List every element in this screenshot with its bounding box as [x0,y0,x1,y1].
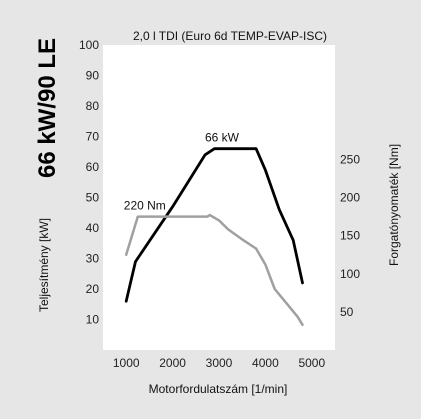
y-axis-left-label: Teljesítmény [kW] [37,218,51,312]
series-layer [124,147,304,327]
x-tick-label: 5000 [298,356,325,370]
x-tick-label: 1000 [113,356,140,370]
chart-title: 2,0 l TDI (Euro 6d TEMP-EVAP-ISC) [133,29,327,43]
y-left-tick-label: 60 [86,160,100,174]
y-left-tick-label: 40 [86,221,100,235]
y-right-tick-label: 150 [340,229,360,243]
power-series-line [124,147,304,303]
y-right-tick-label: 50 [340,305,354,319]
y-axis-right-label: Forgatónyomaték [Nm] [387,144,401,266]
torque-series-line [124,213,304,327]
y-left-tick-label: 50 [86,191,100,205]
y-left-tick-label: 90 [86,69,100,83]
x-axis-ticks: 1000 2000 3000 4000 5000 [113,356,326,370]
annotation-layer: 66 kW 220 Nm [124,131,240,213]
y-left-tick-label: 100 [79,38,99,52]
y-left-tick-label: 80 [86,99,100,113]
y-axis-right-ticks: 50 100 150 200 250 [340,152,360,319]
plot-area [103,45,335,350]
y-right-tick-label: 250 [340,152,360,166]
torque-peak-annotation: 220 Nm [124,199,166,213]
x-axis-label: Motorfordulatszám [1/min] [149,382,288,396]
engine-power-label: 66 kW/90 LE [34,38,61,178]
y-left-tick-label: 70 [86,130,100,144]
y-left-tick-label: 10 [86,313,100,327]
power-peak-annotation: 66 kW [205,131,240,145]
y-axis-left-ticks: 10 20 30 40 50 60 70 80 90 100 [79,38,99,327]
y-right-tick-label: 200 [340,191,360,205]
x-tick-label: 4000 [252,356,279,370]
y-right-tick-label: 100 [340,267,360,281]
x-tick-label: 2000 [159,356,186,370]
y-left-tick-label: 30 [86,252,100,266]
y-left-tick-label: 20 [86,282,100,296]
x-tick-label: 3000 [206,356,233,370]
